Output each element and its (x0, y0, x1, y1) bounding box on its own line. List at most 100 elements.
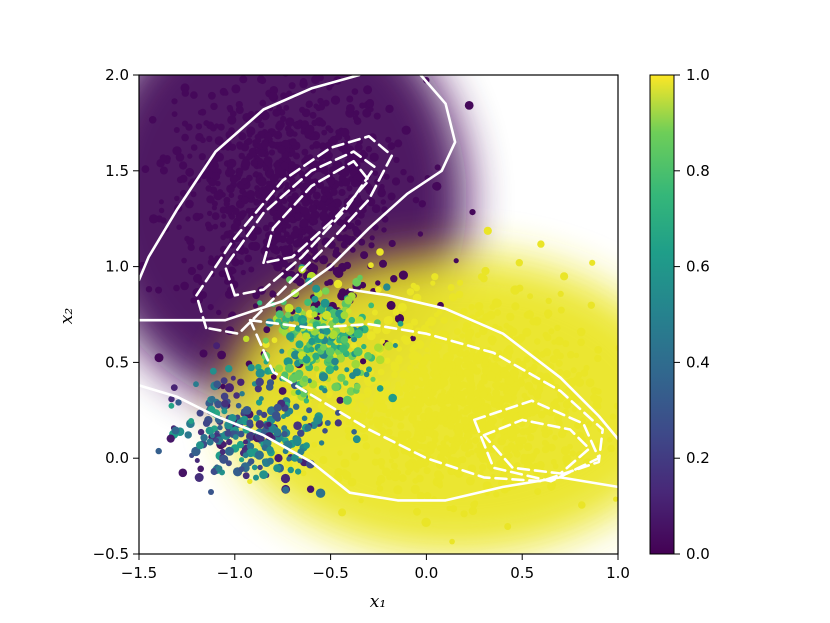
scatter-point (352, 435, 361, 444)
scatter-point (595, 388, 602, 395)
scatter-point (194, 473, 204, 482)
scatter-point (227, 169, 235, 176)
scatter-point (266, 457, 274, 465)
scatter-point (185, 216, 191, 222)
scatter-point (352, 226, 359, 233)
scatter-point (523, 356, 531, 363)
scatter-point (553, 348, 561, 356)
scatter-point (450, 402, 458, 409)
scatter-point (390, 472, 400, 482)
scatter-point (293, 152, 300, 160)
scatter-point (343, 261, 352, 270)
scatter-point (368, 302, 375, 309)
scatter-point (288, 161, 296, 169)
scatter-point (378, 416, 386, 424)
scatter-point (318, 372, 329, 382)
contour-line-dashed (482, 418, 591, 475)
scatter-point (351, 359, 361, 369)
scatter-point (381, 390, 390, 399)
scatter-point (344, 327, 350, 333)
x-axis: −1.5 −1.0 −0.5 0.0 0.5 1.0 (121, 554, 630, 582)
scatter-point (209, 367, 217, 375)
scatter-point (322, 311, 332, 320)
scatter-point (409, 417, 416, 424)
scatter-point (243, 335, 250, 342)
scatter-point (413, 507, 421, 516)
scatter-point (284, 182, 290, 188)
y-axis-label: x₂ (57, 308, 77, 325)
scatter-point (211, 200, 218, 207)
scatter-point (361, 343, 367, 350)
scatter-point (288, 82, 296, 90)
scatter-point (273, 205, 280, 211)
scatter-point (245, 137, 253, 145)
scatter-point (243, 439, 248, 445)
scatter-point (355, 316, 365, 325)
scatter-point (253, 474, 259, 481)
scatter-point (223, 90, 229, 96)
scatter-point (395, 381, 401, 387)
scatter-point (587, 301, 595, 309)
scatter-point (485, 394, 492, 402)
scatter-point (312, 141, 321, 149)
scatter-point (505, 376, 514, 385)
scatter-point (208, 91, 216, 100)
colorbar-tick-label: 0.4 (686, 353, 710, 371)
y-tick-label: 0.0 (105, 449, 129, 467)
scatter-point (316, 181, 324, 189)
scatter-point (362, 108, 372, 118)
scatter-point (406, 288, 415, 296)
scatter-point (309, 245, 318, 254)
scatter-point (292, 131, 298, 137)
colorbar-tick-label: 1.0 (686, 66, 710, 84)
scatter-point (295, 468, 302, 475)
scatter-point (502, 393, 512, 403)
scatter-point (362, 442, 371, 450)
scatter-point (224, 383, 234, 393)
scatter-point (332, 161, 339, 169)
scatter-point (295, 203, 302, 209)
scatter-point (268, 92, 278, 101)
scatter-point (329, 176, 336, 183)
scatter-point (309, 111, 317, 119)
scatter-point (449, 538, 455, 545)
scatter-point (505, 364, 511, 370)
scatter-point (240, 177, 248, 185)
scatter-point (273, 403, 282, 412)
scatter-point (155, 447, 162, 455)
scatter-point (155, 286, 163, 294)
scatter-point (195, 123, 203, 130)
scatter-point (289, 176, 296, 183)
scatter-point (250, 159, 258, 167)
scatter-point (313, 415, 323, 425)
scatter-point (224, 205, 234, 215)
scatter-point (334, 419, 342, 427)
scatter-point (311, 160, 320, 169)
scatter-point (242, 452, 249, 459)
scatter-point (366, 197, 376, 207)
scatter-point (308, 346, 315, 353)
scatter-point (241, 158, 251, 169)
scatter-point (168, 402, 175, 409)
scatter-point (254, 385, 262, 393)
scatter-point (175, 399, 182, 406)
scatter-point (238, 259, 244, 265)
scatter-point (346, 405, 352, 411)
scatter-point (304, 298, 312, 306)
scatter-point (548, 328, 555, 335)
scatter-point (283, 104, 290, 111)
scatter-point (286, 223, 292, 229)
scatter-point (368, 406, 376, 414)
scatter-point (204, 169, 214, 178)
scatter-point (254, 185, 260, 191)
scatter-point (495, 402, 502, 410)
scatter-point (432, 181, 442, 191)
scatter-point (297, 458, 303, 464)
scatter-point (363, 371, 370, 378)
scatter-point (366, 100, 375, 108)
scatter-point (470, 347, 476, 354)
scatter-point (544, 309, 553, 318)
scatter-point (394, 385, 403, 393)
scatter-point (354, 143, 363, 152)
scatter-point (333, 365, 339, 371)
